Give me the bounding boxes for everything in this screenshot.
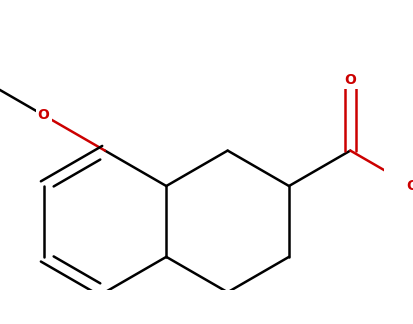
Text: O: O (344, 73, 356, 87)
Text: O: O (38, 108, 50, 122)
Text: O: O (406, 179, 413, 193)
